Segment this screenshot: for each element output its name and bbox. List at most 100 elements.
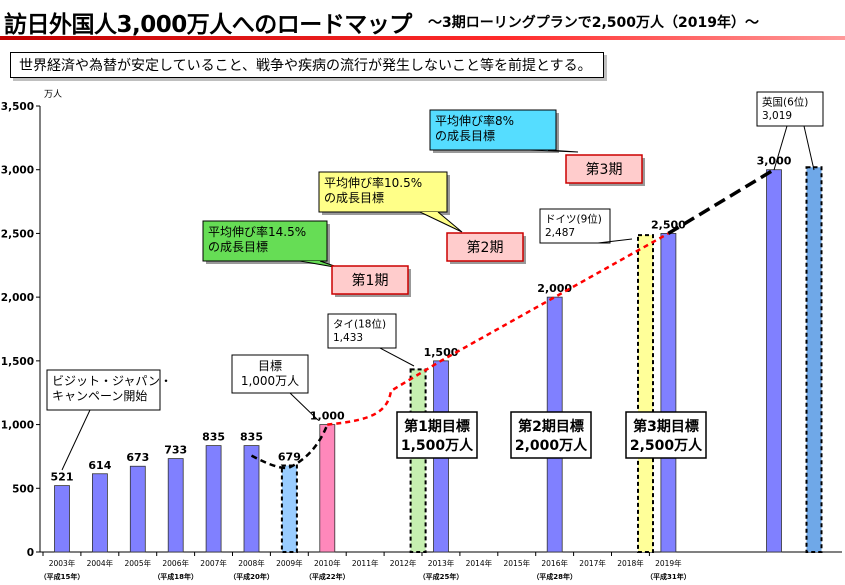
bar-value-label: 673 bbox=[126, 451, 149, 464]
bar-value-label: 2,000 bbox=[537, 282, 572, 295]
callout-pointer bbox=[773, 125, 788, 171]
x-tick-label: 2003年 bbox=[49, 558, 76, 568]
callout-text: 1,000万人 bbox=[241, 374, 299, 388]
y-tick-label: 500 bbox=[12, 483, 34, 495]
callout-pointer bbox=[289, 392, 319, 421]
trend-line-black bbox=[667, 168, 775, 235]
callout-box bbox=[539, 208, 611, 244]
goal-text: 1,500万人 bbox=[401, 437, 474, 454]
callout-text: キャンペーン開始 bbox=[52, 389, 147, 403]
callout-text: 1,433 bbox=[333, 332, 363, 344]
x-tick-label: 2014年 bbox=[466, 558, 493, 568]
callout-pointer bbox=[597, 238, 633, 244]
phase-label: 第2期 bbox=[467, 239, 504, 256]
callout-pointer bbox=[61, 409, 91, 471]
bar bbox=[766, 169, 782, 553]
callout-text: 平均伸び率14.5% bbox=[208, 224, 306, 239]
x-tick-label: 2004年 bbox=[87, 558, 114, 568]
x-tick-label: 2012年 bbox=[390, 558, 417, 568]
premise-note: 世界経済や為替が安定していること、戦争や疾病の流行が発生しないこと等を前提とする… bbox=[10, 52, 604, 78]
goal-text: 2,500万人 bbox=[630, 437, 703, 454]
bar bbox=[319, 424, 336, 553]
bar bbox=[280, 464, 298, 554]
bar bbox=[92, 473, 108, 553]
phase-box bbox=[331, 265, 409, 295]
title-underline bbox=[0, 36, 845, 40]
x-era-label: （平成28年） bbox=[532, 572, 577, 581]
y-tick-label: 1,000 bbox=[1, 420, 34, 432]
bar bbox=[637, 234, 654, 553]
x-tick-label: 2016年 bbox=[541, 558, 568, 568]
goal-text: 第3期目標 bbox=[633, 418, 699, 435]
y-tick-label: 1,500 bbox=[1, 356, 34, 368]
callout-pointer bbox=[529, 149, 579, 153]
x-tick-label: 2006年 bbox=[162, 558, 189, 568]
x-tick-label: 2008年 bbox=[238, 558, 265, 568]
bar bbox=[205, 445, 222, 553]
goal-text: 第1期目標 bbox=[404, 418, 470, 435]
callout-text: タイ(18位) bbox=[333, 318, 386, 331]
bar-value-label: 835 bbox=[202, 431, 225, 444]
callout-pointer bbox=[379, 347, 415, 367]
goal-text: 第2期目標 bbox=[518, 418, 584, 435]
bar-value-label: 733 bbox=[164, 444, 187, 457]
phase-label: 第1期 bbox=[352, 272, 389, 289]
callout-box bbox=[327, 313, 397, 349]
callout-text: 3,019 bbox=[762, 110, 792, 122]
callout-box bbox=[429, 109, 557, 151]
x-era-label: （平成31年） bbox=[646, 572, 691, 581]
bar-value-label: 3,000 bbox=[757, 155, 792, 168]
callout-text: の成長目標 bbox=[324, 191, 384, 205]
phase-label: 第3期 bbox=[586, 161, 623, 178]
bar-value-label: 2,500 bbox=[651, 218, 686, 231]
x-tick-label: 2005年 bbox=[125, 558, 152, 568]
trend-line-red bbox=[327, 232, 670, 426]
callout-pointer bbox=[803, 125, 815, 171]
page-title: 訪日外国人3,000万人へのロードマップ bbox=[4, 12, 412, 38]
callout-text: 目標 bbox=[258, 359, 282, 373]
bar-value-label: 679 bbox=[278, 450, 301, 463]
y-tick-label: 2,500 bbox=[1, 228, 34, 240]
goal-text: 2,000万人 bbox=[515, 437, 588, 454]
bar-value-label: 1,500 bbox=[424, 346, 459, 359]
callout-box bbox=[756, 91, 824, 127]
callout-pointer bbox=[419, 211, 463, 233]
callout-text: の成長目標 bbox=[435, 129, 495, 143]
goal-box bbox=[625, 411, 707, 459]
y-tick-label: 2,000 bbox=[1, 292, 34, 304]
x-era-label: （平成18年） bbox=[153, 572, 198, 581]
goal-box bbox=[510, 411, 592, 459]
bar-value-label: 1,000 bbox=[310, 410, 345, 423]
callout-text: ビジット・ジャパン・ bbox=[52, 374, 172, 388]
dip-curve bbox=[250, 454, 290, 470]
callout-box bbox=[202, 220, 328, 262]
dip-curve bbox=[288, 424, 329, 469]
callout-box bbox=[231, 354, 309, 394]
bar bbox=[805, 166, 823, 553]
y-axis-unit: 万人 bbox=[44, 89, 62, 100]
x-tick-label: 2011年 bbox=[352, 558, 379, 568]
callout-text: 2,487 bbox=[545, 227, 575, 239]
x-tick-label: 2018年 bbox=[617, 558, 644, 568]
callout-box bbox=[46, 369, 161, 411]
callout-text: ドイツ(9位) bbox=[545, 213, 602, 226]
x-era-label: （平成22年） bbox=[305, 572, 350, 581]
callout-text: 平均伸び率8% bbox=[435, 113, 514, 128]
x-tick-label: 2017年 bbox=[579, 558, 606, 568]
callout-text: 英国(6位) bbox=[762, 96, 808, 109]
callout-text: の成長目標 bbox=[208, 240, 268, 254]
bar-value-label: 835 bbox=[240, 431, 263, 444]
y-tick-label: 0 bbox=[27, 547, 34, 559]
phase-box bbox=[446, 232, 524, 262]
phase-box bbox=[565, 154, 643, 184]
callout-text: 平均伸び率10.5% bbox=[324, 175, 422, 190]
bar bbox=[243, 445, 260, 553]
goal-box bbox=[396, 411, 478, 459]
x-tick-label: 2013年 bbox=[428, 558, 455, 568]
x-era-label: （平成20年） bbox=[229, 572, 274, 581]
callout-box bbox=[318, 171, 448, 213]
page-subtitle: ～3期ローリングプランで2,500万人（2019年）～ bbox=[428, 15, 759, 31]
bar bbox=[54, 485, 70, 553]
